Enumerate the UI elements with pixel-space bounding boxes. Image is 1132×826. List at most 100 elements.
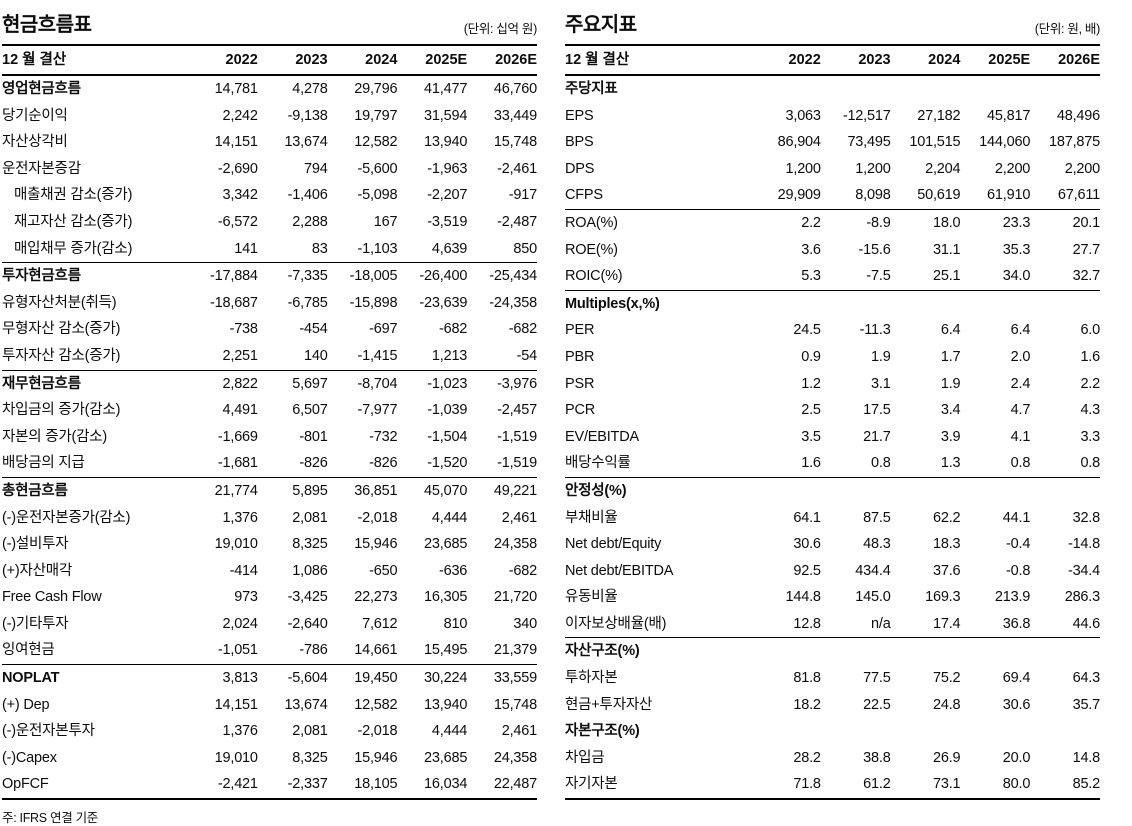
cell-value: 64.3 <box>1072 670 1101 687</box>
cell-value: -1,519 <box>497 455 537 472</box>
cell-value: -1,963 <box>427 160 468 177</box>
cell-value <box>960 75 1030 103</box>
table-row: Multiples(x,%) <box>565 289 1100 318</box>
cell-value: 16,305 <box>424 589 468 606</box>
cell-value: 77.5 <box>863 670 891 687</box>
cell-value: -7,335 <box>257 262 328 290</box>
row-label: (+) Dep <box>2 696 50 713</box>
cell-value: -2,421 <box>217 776 258 793</box>
cell-value <box>751 75 821 103</box>
table-row: EPS 3,063 -12,517 27,182 45,817 48,496 <box>565 103 1100 130</box>
cash-flow-table: 12 월 결산 2022 2023 2024 2025E 2026E 영업현금흐름 14,7… <box>2 44 538 801</box>
cell-value: 13,674 <box>284 696 328 713</box>
row-label: 무형자산 감소(증가) <box>2 321 121 338</box>
row-label: DPS <box>565 160 595 177</box>
row-label: 매출채권 감소(증가) <box>14 187 133 204</box>
cell-value: -1,415 <box>357 347 398 364</box>
cell-value: -54 <box>516 347 538 364</box>
cell-value: -2,207 <box>427 187 468 204</box>
cell-value <box>960 476 1031 505</box>
cell-value: -17,884 <box>188 262 258 290</box>
table-row: 재무현금흐름 2,822 5,697 -8,704 -1,023 -3,976 <box>2 369 537 398</box>
cell-value: 16,034 <box>424 776 468 793</box>
table-row: 주당지표 <box>565 75 1100 103</box>
cell-value: 6.4 <box>1010 322 1031 339</box>
cell-value: -15.6 <box>858 241 891 258</box>
cell-value: 12,582 <box>354 134 398 151</box>
cell-value: -3,425 <box>287 589 328 606</box>
cell-value: -23,639 <box>419 294 468 311</box>
unit-label: (단위: 원, 배) <box>1034 22 1101 36</box>
table-row: (+)자산매각 -414 1,086 -650 -636 -682 <box>2 558 537 585</box>
cell-value: -2,487 <box>497 213 537 230</box>
cell-value: 30.6 <box>793 536 821 553</box>
cell-value <box>891 718 961 745</box>
cell-value <box>1030 75 1100 103</box>
cell-value: 24,358 <box>493 749 537 766</box>
row-label: NOPLAT <box>2 664 188 692</box>
cell-value: 2.0 <box>1010 348 1031 365</box>
cell-value: 29,796 <box>354 81 398 97</box>
table-row: EV/EBITDA 3.5 21.7 3.9 4.1 3.3 <box>565 424 1100 451</box>
table-row: 안정성(%) <box>565 476 1100 505</box>
cell-value: 434.4 <box>855 562 891 579</box>
cell-value: -0.8 <box>1006 562 1031 579</box>
cell-value: 973 <box>234 589 258 606</box>
cell-value: 87.5 <box>863 509 891 526</box>
cell-value: 17.4 <box>932 615 961 632</box>
cell-value: 13,940 <box>424 696 468 713</box>
cell-value <box>890 289 961 318</box>
cell-value <box>821 718 891 745</box>
cell-value: 2.2 <box>751 208 821 237</box>
table-row: 부채비율 64.1 87.5 62.2 44.1 32.8 <box>565 505 1100 532</box>
cell-value: 3,342 <box>222 187 258 204</box>
table-row: (-)운전자본투자 1,376 2,081 -2,018 4,444 2,461 <box>2 718 537 745</box>
cell-value: 0.9 <box>801 348 821 365</box>
table-row: 투하자본 81.8 77.5 75.2 69.4 64.3 <box>565 665 1100 692</box>
cell-value: 48.3 <box>863 536 891 553</box>
cell-value: -2,461 <box>497 160 537 177</box>
cell-value: -26,400 <box>397 262 467 290</box>
row-label: (-)Capex <box>2 749 57 766</box>
table-row: 영업현금흐름 14,781 4,278 29,796 41,477 46,760 <box>2 75 537 103</box>
cell-value: 33,449 <box>493 107 537 124</box>
cell-value: 19,010 <box>214 536 258 553</box>
row-label: 매입채무 증가(감소) <box>14 240 133 257</box>
unit-label: (단위: 십억 원) <box>463 22 538 36</box>
cell-value: 14,781 <box>214 81 258 97</box>
row-label: (+)자산매각 <box>2 562 73 579</box>
row-label: 투자현금흐름 <box>2 262 188 290</box>
row-label: 운전자본증감 <box>2 160 81 177</box>
table-row: 투자현금흐름 -17,884 -7,335 -18,005 -26,400 -25,434 <box>2 262 537 290</box>
cell-value: -1,039 <box>427 402 468 419</box>
cell-value: -917 <box>508 187 537 204</box>
cell-value: 48,496 <box>1056 107 1100 124</box>
cell-value: 24.5 <box>793 322 821 339</box>
table-row: PER 24.5 -11.3 6.4 6.4 6.0 <box>565 317 1100 344</box>
row-label: 자본구조(%) <box>565 723 640 740</box>
table-row: Net debt/EBITDA 92.5 434.4 37.6 -0.8 -34.4 <box>565 558 1100 585</box>
row-label: ROE(%) <box>565 241 618 258</box>
cell-value: 73.1 <box>932 776 961 793</box>
column-header: 2025E <box>960 45 1031 76</box>
cell-value <box>751 289 821 318</box>
cell-value: 62.2 <box>932 509 961 526</box>
cell-value: 213.9 <box>994 589 1031 606</box>
cell-value: -15,898 <box>349 294 398 311</box>
cell-value: 32.8 <box>1072 509 1101 526</box>
cell-value: 19,797 <box>354 107 398 124</box>
table-row: 배당수익률 1.6 0.8 1.3 0.8 0.8 <box>565 450 1100 477</box>
row-label: 이자보상배율(배) <box>565 615 667 632</box>
cell-value: -826 <box>299 455 328 472</box>
cell-value: -2,457 <box>497 402 537 419</box>
cell-value: 30.6 <box>1002 696 1031 713</box>
cell-value: 2,204 <box>925 160 961 177</box>
key-indicators-table-header: 주요지표 (단위: 원, 배) <box>565 8 1100 44</box>
table-row: 유형자산처분(취득) -18,687 -6,785 -15,898 -23,639 -24… <box>2 290 537 317</box>
cell-value: 41,477 <box>424 81 468 97</box>
cell-value: -7.5 <box>866 268 891 285</box>
table-row: 자본구조(%) <box>565 718 1100 745</box>
cell-value: -25,434 <box>467 262 537 290</box>
cell-value: 23,685 <box>424 749 468 766</box>
cell-value: -1,504 <box>427 428 468 445</box>
